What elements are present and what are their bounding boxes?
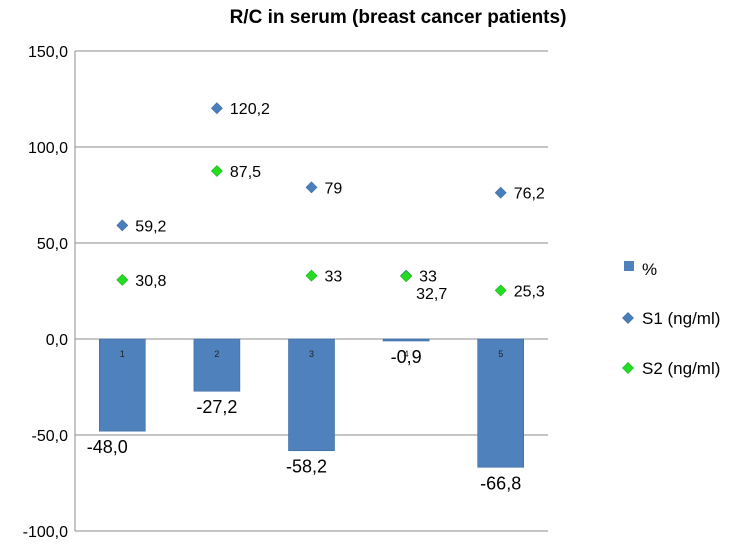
point-data-label: 59,2 xyxy=(135,218,166,235)
marker-point xyxy=(210,102,223,115)
y-tick-label: -100,0 xyxy=(23,524,68,541)
point-data-label: 120,2 xyxy=(230,101,270,118)
bar xyxy=(288,338,335,452)
point-data-label: 32,7 xyxy=(416,286,447,303)
marker-point xyxy=(305,181,318,194)
marker-point xyxy=(116,219,129,232)
legend-swatch xyxy=(624,261,634,271)
bar-data-label: -58,2 xyxy=(286,457,327,477)
legend: % S1 (ng/ml) S2 (ng/ml) xyxy=(622,260,720,378)
point-data-label: 76,2 xyxy=(514,186,545,203)
point-data-label: 79 xyxy=(325,180,343,197)
chart-title: R/C in serum (breast cancer patients) xyxy=(230,7,567,28)
bar xyxy=(193,338,241,392)
x-category-label: 5 xyxy=(498,349,503,359)
y-tick-label: 0,0 xyxy=(46,332,68,349)
point-data-label: 87,5 xyxy=(230,164,261,181)
legend-swatch xyxy=(622,362,634,374)
y-tick-label: 50,0 xyxy=(37,236,68,253)
x-category-label: 2 xyxy=(214,349,219,359)
bar xyxy=(382,338,430,342)
y-tick-label: 150,0 xyxy=(28,44,68,61)
x-category-label: 1 xyxy=(120,349,125,359)
point-data-label: 25,3 xyxy=(514,283,545,300)
y-tick-label: 100,0 xyxy=(28,140,68,157)
point-data-label: 30,8 xyxy=(135,273,166,290)
x-category-label: 4 xyxy=(404,349,409,359)
bar-data-label: -66,8 xyxy=(480,473,521,493)
marker-point xyxy=(305,269,318,282)
legend-label: % xyxy=(642,260,657,279)
point-data-label: 33 xyxy=(419,269,437,286)
bar-data-label: -48,0 xyxy=(87,437,128,457)
bar-data-label: -27,2 xyxy=(196,397,237,417)
bar xyxy=(477,338,525,468)
legend-label: S1 (ng/ml) xyxy=(642,309,720,328)
marker-point xyxy=(210,165,223,177)
point-data-label: 33 xyxy=(325,269,343,286)
bar-series: -48,0 1 -27,2 2 -58,2 3 -0,94 -66,8 5 xyxy=(87,338,525,493)
marker-point xyxy=(400,270,413,283)
legend-swatch xyxy=(622,312,634,324)
bar xyxy=(99,338,146,432)
y-axis-tick-labels: 150,0 100,0 50,0 0,0 -50,0 -100,0 xyxy=(23,44,68,541)
legend-label: S2 (ng/ml) xyxy=(642,359,720,378)
y-tick-label: -50,0 xyxy=(32,428,69,445)
marker-point xyxy=(494,186,507,199)
marker-point xyxy=(494,284,507,297)
marker-point xyxy=(116,273,129,286)
x-category-label: 3 xyxy=(309,349,314,359)
bar-data-label: -0,9 xyxy=(391,347,422,367)
